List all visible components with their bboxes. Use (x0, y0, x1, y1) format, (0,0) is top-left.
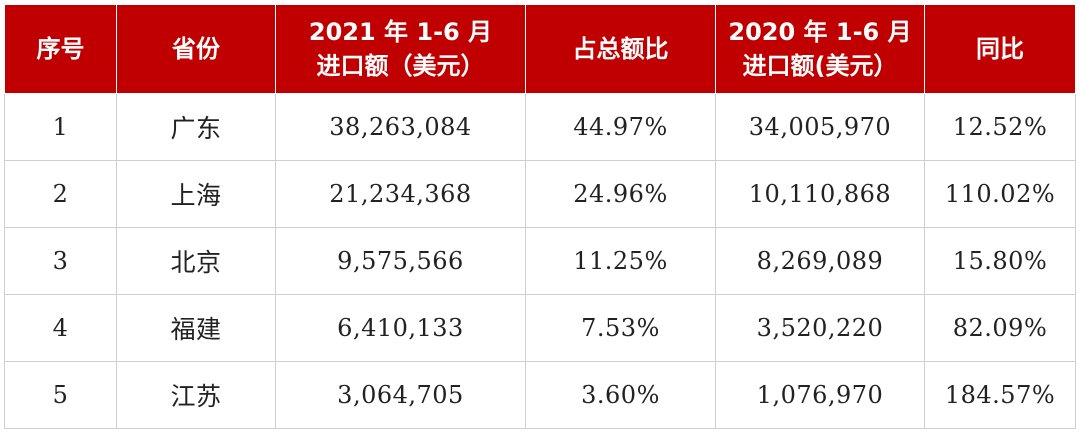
header-import-2021-line1: 2021 年 1-6 月 (308, 18, 493, 46)
header-province-label: 省份 (172, 35, 220, 63)
cell-import-2020: 1,076,970 (715, 361, 925, 429)
cell-province: 广东 (116, 93, 276, 161)
cell-import-2021: 6,410,133 (275, 294, 526, 362)
table-row: 3 北京 9,575,566 11.25% 8,269,089 15.80% (4, 227, 1076, 295)
cell-index: 5 (4, 361, 117, 429)
import-table: 序号 省份 2021 年 1-6 月 进口额（美元） 占总额比 2020 年 1… (4, 4, 1076, 429)
cell-share: 3.60% (525, 361, 716, 429)
cell-import-2021: 9,575,566 (275, 227, 526, 295)
cell-import-2021: 21,234,368 (275, 160, 526, 228)
cell-index: 3 (4, 227, 117, 295)
header-import-2020-line1: 2020 年 1-6 月 (728, 18, 912, 46)
cell-import-2020: 3,520,220 (715, 294, 925, 362)
header-share: 占总额比 (525, 4, 716, 94)
header-share-label: 占总额比 (572, 35, 669, 63)
cell-index: 2 (4, 160, 117, 228)
header-import-2021: 2021 年 1-6 月 进口额（美元） (275, 4, 526, 94)
cell-share: 44.97% (525, 93, 716, 161)
cell-import-2020: 34,005,970 (715, 93, 925, 161)
table-row: 1 广东 38,263,084 44.97% 34,005,970 12.52% (4, 93, 1076, 161)
cell-share: 7.53% (525, 294, 716, 362)
cell-import-2020: 8,269,089 (715, 227, 925, 295)
cell-share: 11.25% (525, 227, 716, 295)
cell-province: 上海 (116, 160, 276, 228)
cell-yoy: 15.80% (924, 227, 1076, 295)
header-index: 序号 (4, 4, 117, 94)
header-province: 省份 (116, 4, 276, 94)
table-row: 5 江苏 3,064,705 3.60% 1,076,970 184.57% (4, 361, 1076, 429)
cell-import-2020: 10,110,868 (715, 160, 925, 228)
cell-import-2021: 38,263,084 (275, 93, 526, 161)
header-yoy-label: 同比 (976, 35, 1024, 63)
cell-yoy: 82.09% (924, 294, 1076, 362)
cell-province: 北京 (116, 227, 276, 295)
cell-yoy: 184.57% (924, 361, 1076, 429)
header-import-2020: 2020 年 1-6 月 进口额(美元） (715, 4, 925, 94)
cell-share: 24.96% (525, 160, 716, 228)
header-yoy: 同比 (924, 4, 1076, 94)
cell-index: 4 (4, 294, 117, 362)
cell-province: 福建 (116, 294, 276, 362)
cell-province: 江苏 (116, 361, 276, 429)
table-row: 2 上海 21,234,368 24.96% 10,110,868 110.02… (4, 160, 1076, 228)
header-import-2020-line2: 进口额(美元） (742, 52, 898, 80)
table-row: 4 福建 6,410,133 7.53% 3,520,220 82.09% (4, 294, 1076, 362)
cell-yoy: 110.02% (924, 160, 1076, 228)
cell-import-2021: 3,064,705 (275, 361, 526, 429)
header-import-2021-line2: 进口额（美元） (316, 52, 485, 80)
cell-yoy: 12.52% (924, 93, 1076, 161)
cell-index: 1 (4, 93, 117, 161)
header-index-label: 序号 (36, 35, 85, 63)
header-row: 序号 省份 2021 年 1-6 月 进口额（美元） 占总额比 2020 年 1… (4, 4, 1076, 94)
import-table-container: 序号 省份 2021 年 1-6 月 进口额（美元） 占总额比 2020 年 1… (4, 4, 1076, 429)
